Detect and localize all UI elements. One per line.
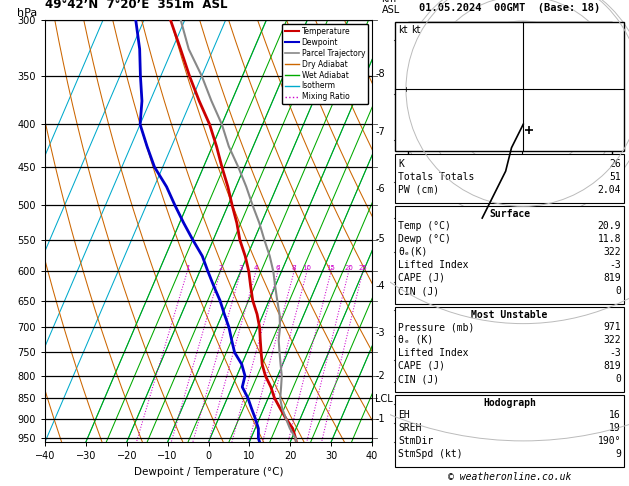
Text: LCL: LCL [375,394,393,404]
Legend: Temperature, Dewpoint, Parcel Trajectory, Dry Adiabat, Wet Adiabat, Isotherm, Mi: Temperature, Dewpoint, Parcel Trajectory… [282,24,368,104]
Text: SREH: SREH [398,423,421,433]
Text: 19: 19 [610,423,621,433]
Text: Most Unstable: Most Unstable [471,310,548,320]
Text: 15: 15 [326,265,335,272]
Text: 819: 819 [603,361,621,371]
Text: 11.8: 11.8 [598,234,621,244]
Text: hPa: hPa [17,8,37,17]
Text: PW (cm): PW (cm) [398,185,439,195]
Text: -1: -1 [375,414,385,424]
Text: kt: kt [398,25,408,35]
Text: 20.9: 20.9 [598,221,621,231]
Bar [395,395,624,467]
Text: 0: 0 [615,286,621,296]
Bar [395,22,624,151]
Text: K: K [398,159,404,169]
Text: θₑ(K): θₑ(K) [398,247,427,257]
Text: Temp (°C): Temp (°C) [398,221,451,231]
Text: Pressure (mb): Pressure (mb) [398,322,474,332]
Text: -6: -6 [375,184,385,194]
Text: θₑ (K): θₑ (K) [398,335,433,345]
Text: 322: 322 [603,247,621,257]
Text: -2: -2 [375,371,385,381]
Text: Hodograph: Hodograph [483,398,536,408]
Text: EH: EH [398,410,409,420]
Text: CAPE (J): CAPE (J) [398,273,445,283]
Text: 1: 1 [185,265,189,272]
Text: Lifted Index: Lifted Index [398,348,469,358]
Text: 25: 25 [359,265,367,272]
Text: 2: 2 [218,265,223,272]
Text: -8: -8 [375,69,385,79]
Text: 49°42’N  7°20’E  351m  ASL: 49°42’N 7°20’E 351m ASL [45,0,228,11]
Text: 16: 16 [610,410,621,420]
Text: 10: 10 [303,265,311,272]
Text: CAPE (J): CAPE (J) [398,361,445,371]
Text: StmSpd (kt): StmSpd (kt) [398,449,462,459]
Text: -3: -3 [375,328,385,338]
Text: -7: -7 [375,126,385,137]
Text: CIN (J): CIN (J) [398,286,439,296]
Text: 01.05.2024  00GMT  (Base: 18): 01.05.2024 00GMT (Base: 18) [419,3,600,13]
Text: 0: 0 [615,374,621,384]
Text: Surface: Surface [489,209,530,219]
Text: km
ASL: km ASL [381,0,399,15]
Text: kt: kt [411,25,421,35]
Text: -4: -4 [375,281,385,291]
Text: 190°: 190° [598,436,621,446]
Bar [408,22,612,170]
Text: Dewp (°C): Dewp (°C) [398,234,451,244]
Bar [395,206,624,304]
Text: 819: 819 [603,273,621,283]
Text: Totals Totals: Totals Totals [398,172,474,182]
Text: -3: -3 [610,260,621,270]
Text: -5: -5 [375,234,385,243]
X-axis label: Dewpoint / Temperature (°C): Dewpoint / Temperature (°C) [134,467,283,477]
Text: 6: 6 [276,265,280,272]
Text: Lifted Index: Lifted Index [398,260,469,270]
Text: © weatheronline.co.uk: © weatheronline.co.uk [448,472,571,482]
Text: 9: 9 [615,449,621,459]
Text: 2.04: 2.04 [598,185,621,195]
Text: CIN (J): CIN (J) [398,374,439,384]
Text: 51: 51 [610,172,621,182]
Bar [395,307,624,392]
Text: 26: 26 [610,159,621,169]
Bar [395,154,624,203]
Text: 322: 322 [603,335,621,345]
Text: StmDir: StmDir [398,436,433,446]
Text: 8: 8 [292,265,296,272]
Text: 971: 971 [603,322,621,332]
Text: 3: 3 [238,265,243,272]
Text: 4: 4 [253,265,258,272]
Text: 20: 20 [344,265,353,272]
Text: -3: -3 [610,348,621,358]
